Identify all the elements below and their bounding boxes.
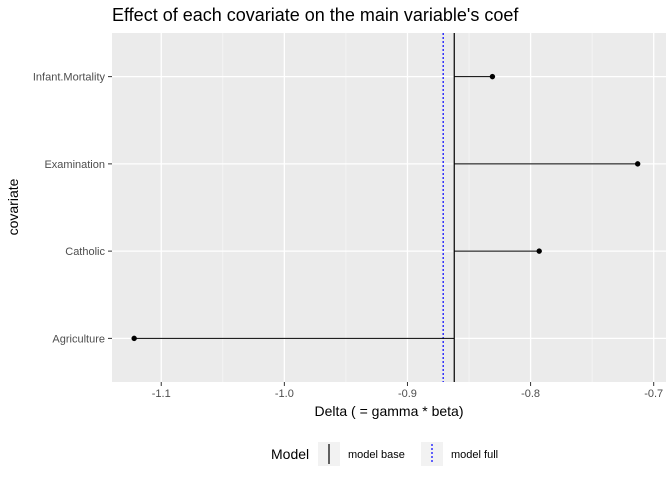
- plot-panel: [112, 33, 666, 382]
- chart-title: Effect of each covariate on the main var…: [112, 5, 519, 25]
- y-tick-label: Infant.Mortality: [33, 72, 106, 84]
- x-axis-title: Delta ( = gamma * beta): [314, 403, 463, 419]
- x-axis: -1.1 -1.0 -0.9 -0.8 -0.7: [152, 382, 663, 400]
- legend: Model model base model full: [271, 442, 498, 466]
- legend-item-model-base: model base: [318, 442, 405, 466]
- x-tick-label: -0.8: [521, 388, 540, 400]
- y-axis: Infant.Mortality Examination Catholic Agric…: [33, 72, 112, 345]
- point-infant-mortality: [489, 73, 496, 80]
- y-tick-label: Catholic: [65, 246, 105, 258]
- legend-item-model-full: model full: [421, 442, 498, 466]
- point-agriculture: [131, 335, 137, 342]
- points: [131, 73, 641, 342]
- x-tick-label: -0.7: [644, 388, 663, 400]
- reference-lines: [442, 33, 455, 382]
- point-examination: [634, 161, 641, 167]
- grid-minor: [222, 33, 593, 382]
- point-catholic: [536, 248, 542, 254]
- segments: [134, 76, 638, 339]
- x-tick-label: -1.0: [275, 388, 294, 400]
- x-tick-label: -1.1: [152, 388, 171, 400]
- legend-label-model-base: model base: [348, 449, 405, 461]
- y-tick-label: Examination: [44, 159, 105, 171]
- legend-label-model-full: model full: [451, 449, 498, 461]
- y-axis-title: covariate: [5, 178, 21, 235]
- x-tick-label: -0.9: [398, 388, 417, 400]
- y-tick-label: Agriculture: [52, 333, 105, 345]
- legend-title: Model: [271, 446, 309, 462]
